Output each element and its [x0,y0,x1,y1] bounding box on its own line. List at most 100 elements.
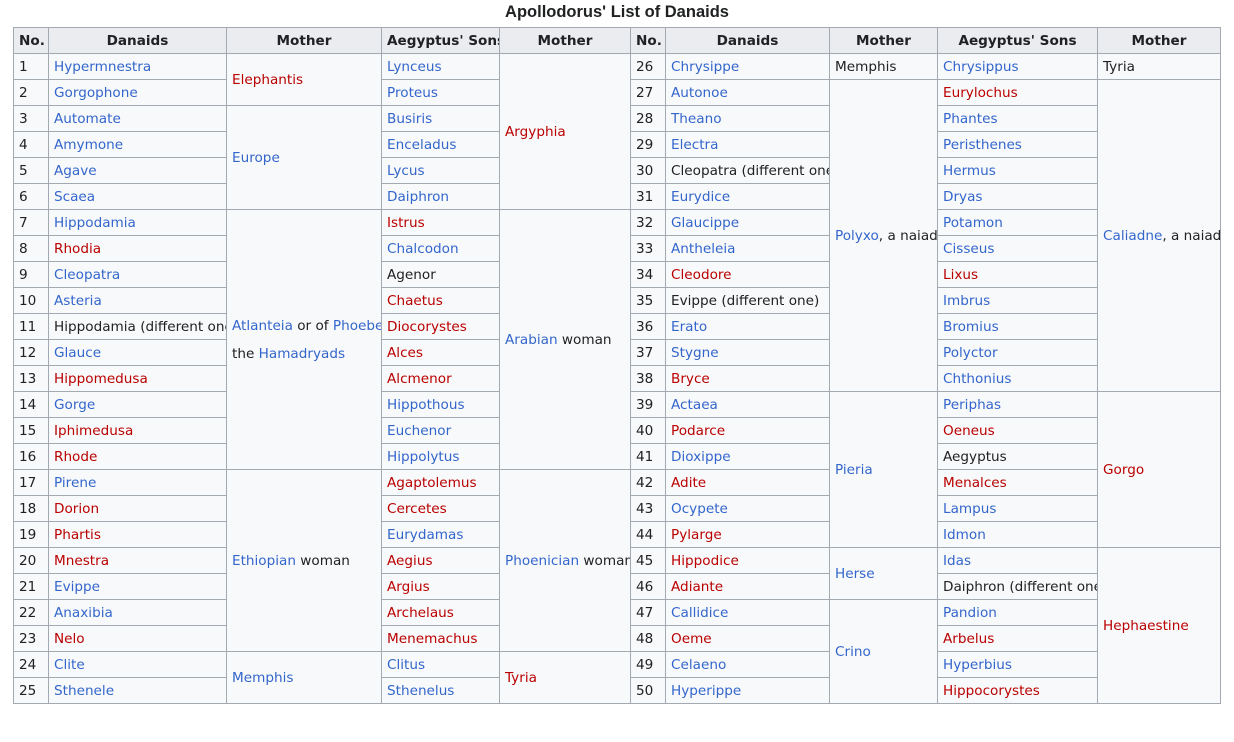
son-cell-text[interactable]: Clitus [387,656,426,673]
danaid-cell-right-text[interactable]: Actaea [671,396,718,413]
son-cell-text[interactable]: Alcmenor [387,370,452,387]
son-cell-text[interactable]: Archelaus [387,604,454,621]
son-cell-right-text[interactable]: Menalces [943,474,1007,491]
danaid-cell-text[interactable]: Phartis [54,526,101,543]
son-mother-link-arabian[interactable]: Arabian [505,331,558,348]
son-mother-link-argyphia[interactable]: Argyphia [505,123,566,140]
son-cell-text[interactable]: Menemachus [387,630,478,647]
danaid-cell-right-text[interactable]: Celaeno [671,656,727,673]
mother-link-pieria[interactable]: Pieria [835,461,873,478]
danaid-cell-text[interactable]: Iphimedusa [54,422,134,439]
son-cell-text[interactable]: Hippolytus [387,448,460,465]
son-cell-text[interactable]: Alces [387,344,423,361]
danaid-cell-right-text[interactable]: Electra [671,136,719,153]
son-mother-link-phoenician[interactable]: Phoenician [505,552,580,569]
danaid-cell-text[interactable]: Asteria [54,292,102,309]
danaid-cell-right-text[interactable]: Pylarge [671,526,722,543]
danaid-cell-text[interactable]: Anaxibia [54,604,113,621]
son-cell-right-text[interactable]: Hippocorystes [943,682,1040,699]
son-cell-right-text[interactable]: Polyctor [943,344,998,361]
mother-link-crino[interactable]: Crino [835,643,871,660]
danaid-cell-text[interactable]: Glauce [54,344,102,361]
danaid-cell-text[interactable]: Clite [54,656,85,673]
son-cell-right-text[interactable]: Chthonius [943,370,1012,387]
mother-link-memphis[interactable]: Memphis [232,669,294,686]
son-cell-right-text[interactable]: Periphas [943,396,1002,413]
danaid-cell-right-text[interactable]: Dioxippe [671,448,731,465]
danaid-cell-text[interactable]: Gorge [54,396,96,413]
son-cell-text[interactable]: Diocorystes [387,318,467,335]
son-cell-text[interactable]: Istrus [387,214,425,231]
danaid-cell-text[interactable]: Hippodamia [54,214,136,231]
mother-link-hamadryads[interactable]: Hamadryads [258,345,346,362]
danaid-cell-text[interactable]: Amymone [54,136,124,153]
danaid-cell-text[interactable]: Sthenele [54,682,115,699]
son-cell-right-text[interactable]: Arbelus [943,630,995,647]
son-cell-text[interactable]: Lycus [387,162,425,179]
danaid-cell-text[interactable]: Rhodia [54,240,102,257]
danaid-cell-right-text[interactable]: Erato [671,318,708,335]
son-cell-right-text[interactable]: Pandion [943,604,997,621]
mother-link-elephantis[interactable]: Elephantis [232,71,304,88]
danaid-cell-right-text[interactable]: Hyperippe [671,682,742,699]
danaid-cell-text[interactable]: Pirene [54,474,97,491]
danaid-cell-right-text[interactable]: Adite [671,474,707,491]
son-cell-right-text[interactable]: Oeneus [943,422,995,439]
son-cell-text[interactable]: Agaptolemus [387,474,477,491]
son-cell-right-text[interactable]: Potamon [943,214,1003,231]
son-cell-text[interactable]: Eurydamas [387,526,464,543]
son-cell-text[interactable]: Busiris [387,110,433,127]
danaid-cell-right-text[interactable]: Hippodice [671,552,739,569]
son-cell-right-text[interactable]: Bromius [943,318,999,335]
danaid-cell-text[interactable]: Agave [54,162,97,179]
danaid-cell-text[interactable]: Nelo [54,630,85,647]
mother-link-europe[interactable]: Europe [232,149,280,166]
son-cell-text[interactable]: Chalcodon [387,240,459,257]
danaid-cell-right-text[interactable]: Ocypete [671,500,728,517]
son-cell-right-text[interactable]: Cisseus [943,240,995,257]
danaid-cell-right-text[interactable]: Antheleia [671,240,736,257]
danaid-cell-right-text[interactable]: Theano [671,110,722,127]
son-mother-link-hephaestine[interactable]: Hephaestine [1103,617,1189,634]
danaid-cell-right-text[interactable]: Bryce [671,370,710,387]
son-cell-text[interactable]: Enceladus [387,136,457,153]
danaid-cell-text[interactable]: Evippe [54,578,101,595]
danaid-cell-text[interactable]: Gorgophone [54,84,138,101]
danaid-cell-right-text[interactable]: Glaucippe [671,214,740,231]
danaid-cell-text[interactable]: Hypermnestra [54,58,152,75]
danaid-cell-text[interactable]: Automate [54,110,121,127]
danaid-cell-right-text[interactable]: Chrysippe [671,58,740,75]
mother-link-herse[interactable]: Herse [835,565,875,582]
son-mother-link-tyria[interactable]: Tyria [505,669,537,686]
son-cell-text[interactable]: Aegius [387,552,433,569]
danaid-cell-text[interactable]: Scaea [54,188,96,205]
son-mother-link-gorgo[interactable]: Gorgo [1103,461,1145,478]
danaid-cell-text[interactable]: Rhode [54,448,98,465]
son-cell-text[interactable]: Daiphron [387,188,450,205]
son-cell-text[interactable]: Euchenor [387,422,452,439]
son-cell-right-text[interactable]: Dryas [943,188,983,205]
son-mother-link-caliadne[interactable]: Caliadne [1103,227,1163,244]
danaid-cell-right-text[interactable]: Autonoe [671,84,728,101]
son-cell-text[interactable]: Sthenelus [387,682,455,699]
son-cell-right-text[interactable]: Chrysippus [943,58,1019,75]
son-cell-right-text[interactable]: Lixus [943,266,979,283]
danaid-cell-right-text[interactable]: Eurydice [671,188,731,205]
son-cell-text[interactable]: Proteus [387,84,438,101]
son-cell-text[interactable]: Chaetus [387,292,443,309]
son-cell-text[interactable]: Lynceus [387,58,442,75]
son-cell-right-text[interactable]: Peristhenes [943,136,1022,153]
son-cell-right-text[interactable]: Idmon [943,526,986,543]
danaid-cell-right-text[interactable]: Callidice [671,604,729,621]
son-cell-right-text[interactable]: Idas [943,552,972,569]
danaid-cell-text[interactable]: Cleopatra [54,266,121,283]
son-cell-right-text[interactable]: Hermus [943,162,996,179]
danaid-cell-right-text[interactable]: Adiante [671,578,724,595]
danaid-cell-text[interactable]: Dorion [54,500,100,517]
son-cell-right-text[interactable]: Eurylochus [943,84,1018,101]
son-cell-text[interactable]: Hippothous [387,396,465,413]
danaid-cell-right-text[interactable]: Podarce [671,422,726,439]
danaid-cell-right-text[interactable]: Cleodore [671,266,732,283]
son-cell-text[interactable]: Argius [387,578,430,595]
danaid-cell-right-text[interactable]: Stygne [671,344,719,361]
